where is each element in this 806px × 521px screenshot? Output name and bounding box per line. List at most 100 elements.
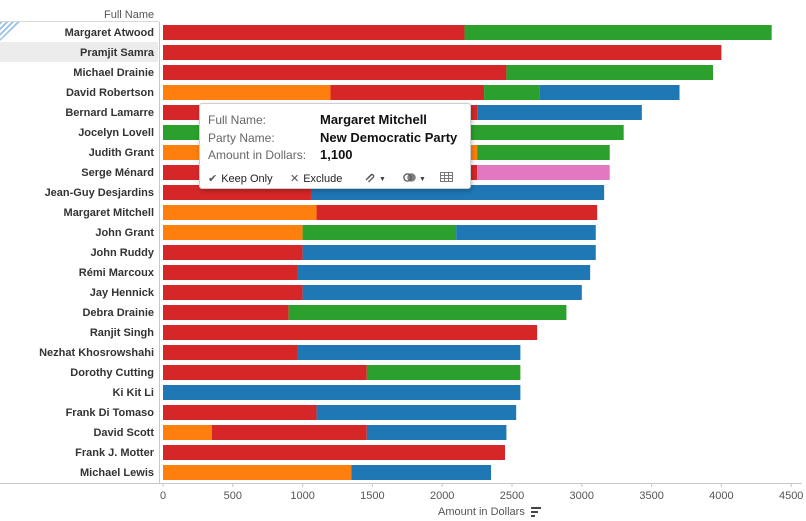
- bar-segment[interactable]: [288, 305, 567, 320]
- bar-segment[interactable]: [539, 85, 680, 100]
- tooltip-value: Margaret Mitchell: [320, 112, 427, 127]
- bar-segment[interactable]: [297, 345, 521, 360]
- row-label[interactable]: Margaret Atwood: [65, 27, 154, 39]
- keep-only-label: Keep Only: [221, 173, 273, 185]
- row-field-header[interactable]: Full Name: [104, 9, 155, 21]
- row-label[interactable]: Margaret Mitchell: [64, 207, 154, 219]
- bar-segment[interactable]: [163, 45, 722, 60]
- row-label[interactable]: Rémi Marcoux: [79, 267, 155, 279]
- paperclip-menu-button[interactable]: ▼: [364, 172, 386, 185]
- sort-descending-icon[interactable]: [531, 507, 541, 517]
- chevron-down-icon: ▼: [379, 176, 386, 183]
- exclude-label: Exclude: [303, 173, 343, 185]
- bar-segment[interactable]: [163, 265, 298, 280]
- bar-segment[interactable]: [297, 265, 591, 280]
- x-tick-label: 1500: [360, 490, 384, 502]
- row-label[interactable]: David Scott: [93, 427, 154, 439]
- bar-segment[interactable]: [302, 245, 596, 260]
- x-tick-label: 2500: [500, 490, 524, 502]
- bar-segment[interactable]: [163, 405, 317, 420]
- row-label[interactable]: Ki Kit Li: [112, 387, 154, 399]
- bar-segment[interactable]: [302, 285, 582, 300]
- bar-segment[interactable]: [163, 425, 212, 440]
- row-label[interactable]: Serge Ménard: [81, 167, 154, 179]
- bar-segment[interactable]: [477, 105, 642, 120]
- bar-segment[interactable]: [366, 365, 521, 380]
- chevron-down-icon: ▼: [419, 176, 426, 183]
- bar-segment[interactable]: [506, 65, 714, 80]
- row-label[interactable]: John Ruddy: [90, 247, 154, 259]
- row-label[interactable]: David Robertson: [66, 87, 154, 99]
- check-icon: ✔: [208, 173, 218, 185]
- tooltip-row-full-name: Full Name: Margaret Mitchell: [208, 112, 427, 128]
- row-label[interactable]: Michael Drainie: [73, 67, 154, 79]
- bar-segment[interactable]: [163, 345, 298, 360]
- x-tick-label: 500: [224, 490, 242, 502]
- x-tick-label: 4500: [779, 490, 803, 502]
- row-label[interactable]: Ranjit Singh: [90, 327, 154, 339]
- tooltip-label: Full Name:: [208, 113, 267, 127]
- x-tick-label: 4000: [709, 490, 733, 502]
- row-hover-highlight: [0, 42, 158, 62]
- row-label[interactable]: Frank Di Tomaso: [66, 407, 155, 419]
- bar-segment[interactable]: [163, 365, 367, 380]
- bar-segment[interactable]: [477, 145, 610, 160]
- bar-segment[interactable]: [163, 445, 506, 460]
- bar-segment[interactable]: [163, 325, 538, 340]
- x-tick-label: 0: [160, 490, 166, 502]
- row-label[interactable]: Judith Grant: [89, 147, 155, 159]
- group-menu-button[interactable]: ▼: [403, 172, 426, 185]
- tooltip-value: New Democratic Party: [320, 130, 458, 145]
- view-data-button[interactable]: [440, 172, 453, 184]
- bar-segment[interactable]: [316, 205, 598, 220]
- bar-segment[interactable]: [366, 425, 507, 440]
- corner-hatch-icon: [0, 22, 20, 41]
- bar-segment[interactable]: [163, 245, 303, 260]
- bar-segment[interactable]: [316, 405, 517, 420]
- row-label[interactable]: Michael Lewis: [80, 467, 154, 479]
- bar-segment[interactable]: [163, 25, 465, 40]
- tooltip: Full Name: Margaret Mitchell Party Name: N…: [199, 103, 471, 189]
- bar-segment[interactable]: [330, 85, 485, 100]
- exclude-button[interactable]: ✕ Exclude: [290, 172, 342, 185]
- row-label[interactable]: Jocelyn Lovell: [78, 127, 154, 139]
- row-label[interactable]: Debra Drainie: [82, 307, 154, 319]
- bar-segment[interactable]: [163, 85, 331, 100]
- x-tick-label: 3500: [639, 490, 663, 502]
- keep-only-button[interactable]: ✔ Keep Only: [208, 172, 273, 185]
- tooltip-row-party-name: Party Name: New Democratic Party: [208, 130, 457, 146]
- row-label[interactable]: Jay Hennick: [90, 287, 155, 299]
- row-label[interactable]: Jean-Guy Desjardins: [45, 187, 154, 199]
- bar-segment[interactable]: [456, 225, 596, 240]
- bar-segment[interactable]: [163, 285, 303, 300]
- bar-segment[interactable]: [464, 25, 772, 40]
- bar-segment[interactable]: [351, 465, 492, 480]
- paperclip-icon: [365, 173, 375, 183]
- bar-segment[interactable]: [163, 205, 317, 220]
- bar-segment[interactable]: [484, 85, 540, 100]
- bar-segment[interactable]: [163, 305, 289, 320]
- bar-segment[interactable]: [163, 465, 352, 480]
- row-label[interactable]: Pramjit Samra: [80, 47, 155, 59]
- group-icon: [403, 173, 416, 182]
- tooltip-label: Amount in Dollars:: [208, 148, 307, 162]
- bar-segment[interactable]: [163, 385, 521, 400]
- row-label[interactable]: Dorothy Cutting: [70, 367, 154, 379]
- bar-segment[interactable]: [477, 165, 610, 180]
- x-axis-title: Amount in Dollars: [438, 506, 525, 518]
- row-label[interactable]: Frank J. Motter: [75, 447, 155, 459]
- bar-segment[interactable]: [302, 225, 457, 240]
- x-tick-label: 2000: [430, 490, 454, 502]
- x-tick-label: 1000: [290, 490, 314, 502]
- x-icon: ✕: [290, 173, 300, 185]
- tooltip-row-amount: Amount in Dollars: 1,100: [208, 147, 353, 163]
- row-label[interactable]: Bernard Lamarre: [65, 107, 154, 119]
- bar-segment[interactable]: [163, 65, 507, 80]
- tooltip-value: 1,100: [320, 147, 353, 162]
- row-label[interactable]: Nezhat Khosrowshahi: [39, 347, 154, 359]
- bar-segment[interactable]: [163, 225, 303, 240]
- row-label[interactable]: John Grant: [95, 227, 154, 239]
- bar-segment[interactable]: [211, 425, 367, 440]
